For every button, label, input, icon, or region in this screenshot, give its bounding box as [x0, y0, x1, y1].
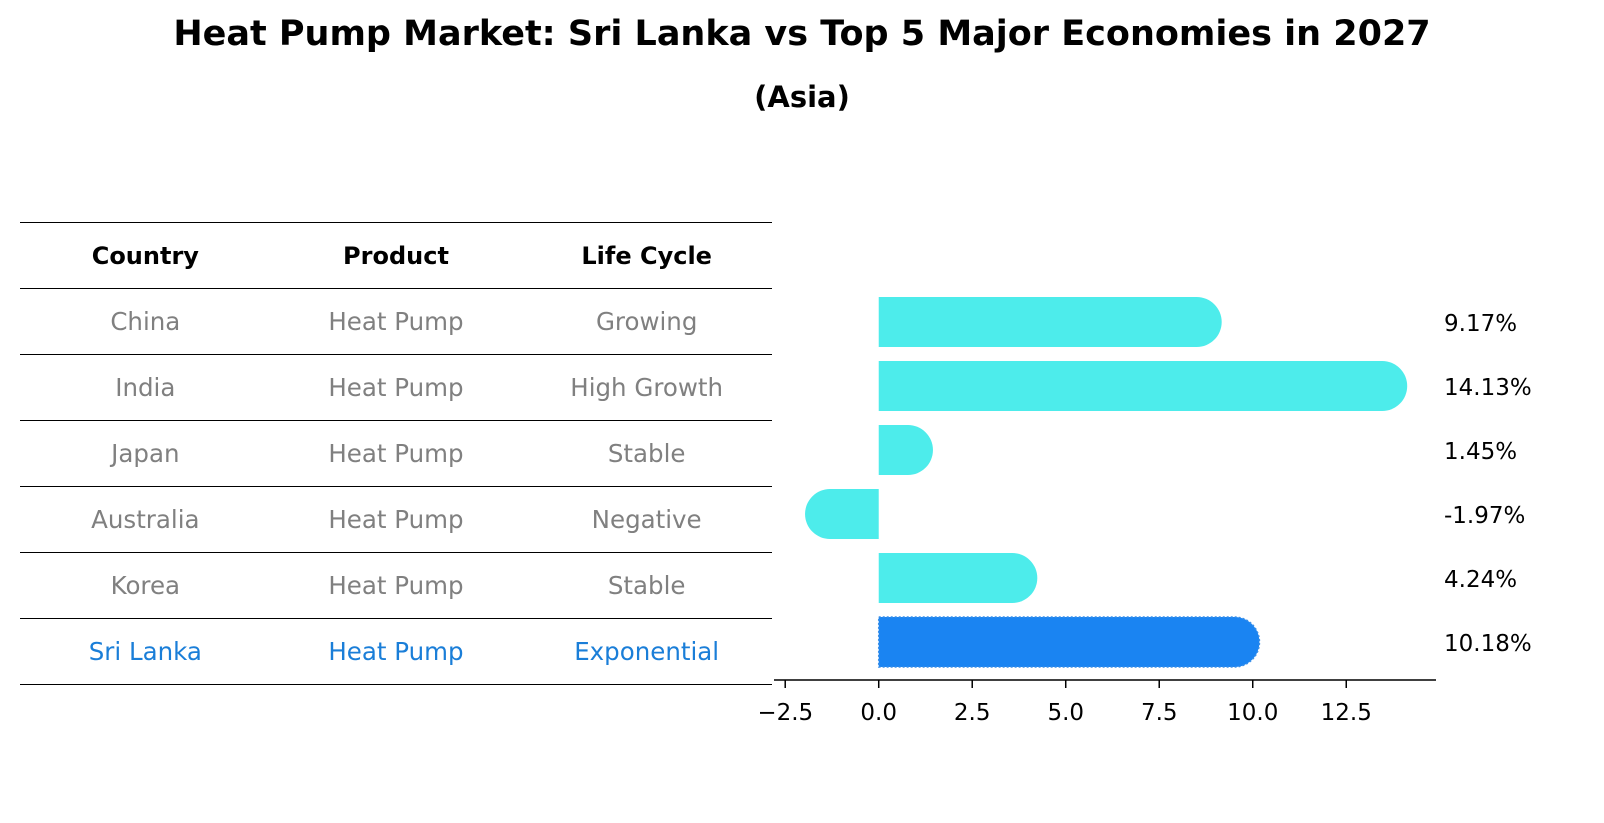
bar-sri-lanka: [877, 616, 1261, 668]
table-row: Japan Heat Pump Stable: [20, 420, 772, 487]
x-tick-label: 12.5: [1321, 700, 1372, 726]
value-label: 1.45%: [1444, 439, 1517, 465]
bar-australia: [805, 489, 879, 539]
header-country: Country: [20, 222, 271, 289]
chart-subtitle: (Asia): [754, 80, 850, 114]
x-tick-label: −2.5: [760, 700, 813, 726]
value-label: -1.97%: [1444, 503, 1525, 529]
table-header-row: Country Product Life Cycle: [20, 222, 772, 289]
cell-product: Heat Pump: [270, 354, 522, 421]
bar-chart: 9.17% 14.13% 1.45% -1.97% 4.24% 10.18% −2.5 0.0…: [760, 297, 1532, 726]
cell-product: Heat Pump: [270, 486, 522, 553]
value-label: 4.24%: [1444, 567, 1517, 593]
cell-life-cycle: Stable: [521, 420, 772, 487]
value-label: 14.13%: [1444, 375, 1532, 401]
bar-india: [878, 361, 1408, 411]
value-label: 10.18%: [1444, 631, 1532, 657]
x-tick-label: 7.5: [1141, 700, 1178, 726]
cell-country: Australia: [20, 486, 271, 553]
cell-product: Heat Pump: [270, 618, 522, 685]
cell-country: Korea: [20, 552, 271, 619]
table-row: India Heat Pump High Growth: [20, 354, 772, 421]
x-tick-label: 0.0: [860, 700, 897, 726]
market-table: Country Product Life Cycle China Heat Pu…: [20, 222, 772, 685]
table-row-highlight: Sri Lanka Heat Pump Exponential: [20, 618, 772, 685]
chart-title: Heat Pump Market: Sri Lanka vs Top 5 Maj…: [173, 14, 1431, 54]
cell-product: Heat Pump: [270, 420, 522, 487]
cell-life-cycle: Exponential: [521, 618, 772, 685]
table-row: Korea Heat Pump Stable: [20, 552, 772, 619]
cell-country: Japan: [20, 420, 271, 487]
cell-life-cycle: Stable: [521, 552, 772, 619]
bar-korea: [878, 553, 1038, 603]
cell-country: China: [20, 288, 271, 355]
cell-life-cycle: High Growth: [521, 354, 772, 421]
x-tick-label: 10.0: [1227, 700, 1278, 726]
cell-product: Heat Pump: [270, 288, 522, 355]
cell-life-cycle: Negative: [521, 486, 772, 553]
x-tick-label: 2.5: [954, 700, 991, 726]
bar-japan: [878, 425, 933, 475]
x-tick-label: 5.0: [1047, 700, 1084, 726]
cell-country: India: [20, 354, 271, 421]
cell-life-cycle: Growing: [521, 288, 772, 355]
table-row: China Heat Pump Growing: [20, 288, 772, 355]
value-label: 9.17%: [1444, 311, 1517, 337]
table-row: Australia Heat Pump Negative: [20, 486, 772, 553]
cell-country: Sri Lanka: [20, 618, 271, 685]
cell-product: Heat Pump: [270, 552, 522, 619]
header-product: Product: [270, 222, 522, 289]
header-life-cycle: Life Cycle: [521, 222, 772, 289]
bar-china: [878, 297, 1222, 347]
